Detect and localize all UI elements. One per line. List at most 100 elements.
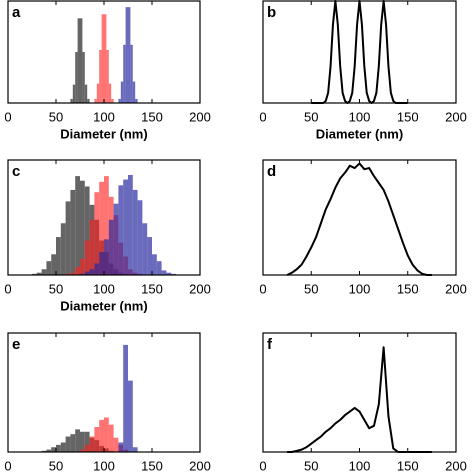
- x-tick-label: 200: [189, 458, 211, 473]
- histogram-bar: [80, 449, 85, 452]
- x-tick-label: 100: [349, 458, 371, 473]
- histogram-bar: [104, 239, 109, 275]
- x-tick-label: 150: [397, 281, 419, 296]
- histogram-bar: [41, 269, 47, 275]
- panel-label: c: [12, 163, 20, 180]
- histogram-bar: [46, 261, 52, 275]
- histogram-bar: [60, 442, 66, 452]
- x-tick-label: 150: [397, 109, 419, 124]
- axes-frame: [262, 332, 457, 453]
- x-tick-label: 100: [349, 109, 371, 124]
- x-axis-label: Diameter (nm): [60, 298, 147, 313]
- x-tick-label: 0: [259, 458, 266, 473]
- histogram-bar: [104, 14, 107, 103]
- panel-label: e: [12, 336, 20, 353]
- line: [286, 162, 432, 276]
- panel-label: b: [267, 4, 276, 21]
- histogram-bar: [132, 81, 136, 103]
- histogram-bar: [99, 419, 104, 452]
- x-tick-label: 150: [141, 458, 163, 473]
- histogram-bar: [75, 266, 80, 275]
- panel-label: a: [12, 4, 21, 21]
- x-tick-label: 150: [397, 458, 419, 473]
- histogram-bar: [80, 258, 85, 275]
- histogram-bar: [89, 219, 95, 275]
- histogram-bar: [99, 49, 102, 103]
- histogram-bar: [132, 189, 138, 275]
- histogram-bar: [123, 344, 128, 452]
- histogram-bar: [70, 189, 76, 275]
- histogram-bar: [120, 81, 124, 103]
- histogram-bar: [80, 180, 85, 275]
- x-tick-label: 150: [141, 109, 163, 124]
- histogram-bar: [113, 203, 119, 275]
- histogram-bar: [94, 98, 97, 103]
- x-tick-label: 200: [189, 109, 211, 124]
- histogram-bar: [84, 444, 90, 452]
- x-tick-label: 100: [349, 281, 371, 296]
- histogram-bar: [80, 18, 83, 104]
- histogram-bar: [46, 449, 52, 452]
- histogram-bar: [75, 176, 80, 275]
- histogram-bar: [128, 7, 131, 103]
- x-tick-label: 200: [445, 458, 467, 473]
- x-tick-label: 0: [259, 109, 266, 124]
- histogram-bar: [94, 427, 100, 452]
- x-tick-label: 50: [49, 281, 63, 296]
- histogram-bar: [137, 200, 143, 275]
- histogram-bar: [142, 223, 148, 275]
- x-tick-label: 200: [445, 109, 467, 124]
- histogram-bar: [125, 7, 128, 103]
- histogram-bar: [156, 261, 162, 275]
- x-axis-label: Diameter (nm): [60, 126, 147, 141]
- x-tick-label: 150: [141, 281, 163, 296]
- x-tick-label: 0: [4, 109, 11, 124]
- histogram-bar: [56, 444, 61, 452]
- axes-frame: [262, 0, 457, 104]
- panel-label: d: [267, 163, 276, 180]
- histogram-bar: [70, 434, 76, 452]
- histogram-bar: [84, 240, 90, 275]
- histogram-bar: [84, 84, 88, 103]
- histogram-bar: [65, 436, 71, 452]
- histogram-bar: [128, 174, 133, 275]
- histogram-bar: [108, 219, 114, 275]
- histogram-bar: [104, 176, 109, 275]
- histogram-bar: [147, 237, 152, 275]
- histogram-bar: [113, 437, 119, 452]
- histogram-bar: [118, 98, 121, 103]
- histogram-bar: [123, 179, 128, 275]
- histogram-bar: [89, 269, 95, 275]
- histogram-bar: [166, 272, 172, 275]
- histogram-bar: [96, 83, 100, 103]
- histogram-bar: [36, 272, 42, 275]
- histogram-bar: [51, 254, 56, 275]
- histogram-bar: [65, 201, 71, 275]
- x-tick-label: 50: [304, 458, 318, 473]
- histogram-bar: [130, 44, 133, 103]
- x-tick-label: 0: [4, 281, 11, 296]
- axes-frame: [262, 159, 457, 276]
- histogram-bar: [123, 44, 126, 103]
- histogram-bar: [75, 429, 80, 452]
- histogram-bar: [101, 14, 104, 103]
- histogram-bar: [56, 237, 61, 275]
- histogram-bar: [60, 223, 66, 275]
- histogram-bar: [84, 186, 90, 275]
- histogram-bar: [128, 380, 133, 452]
- histogram-bar: [51, 447, 56, 452]
- histogram-bar: [161, 270, 167, 275]
- x-tick-label: 200: [189, 281, 211, 296]
- histogram-bar: [82, 52, 85, 103]
- histogram-bar: [135, 98, 138, 103]
- histogram-bar: [70, 98, 73, 103]
- histogram-bar: [75, 52, 78, 103]
- x-tick-label: 50: [304, 281, 318, 296]
- panel-label: f: [267, 336, 273, 353]
- x-tick-label: 100: [93, 458, 115, 473]
- line: [311, 0, 408, 104]
- x-tick-label: 0: [4, 458, 11, 473]
- x-tick-label: 100: [93, 109, 115, 124]
- histogram-bar: [89, 436, 95, 452]
- x-tick-label: 100: [93, 281, 115, 296]
